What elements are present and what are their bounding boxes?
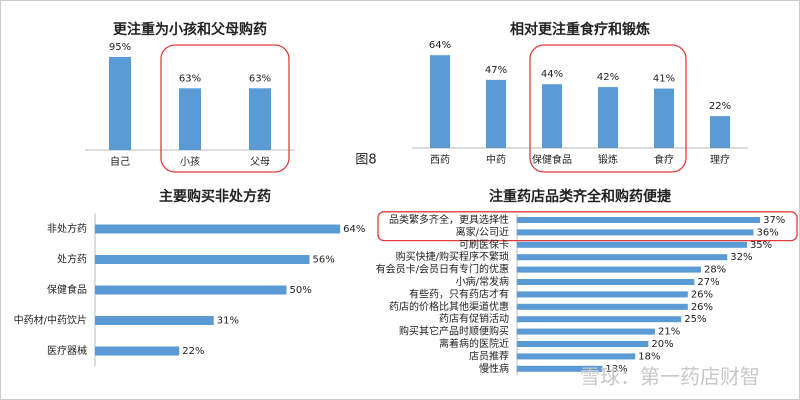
value-label: 63% (179, 73, 201, 84)
bar (179, 88, 201, 150)
value-label: 22% (709, 101, 731, 112)
value-label: 41% (653, 74, 675, 85)
bar (517, 254, 728, 261)
category-label: 药店有促销活动 (439, 312, 509, 325)
bar (517, 365, 603, 372)
bar (95, 316, 214, 325)
chart-title: 更注重为小孩和父母购药 (113, 21, 267, 38)
value-label: 32% (730, 252, 752, 263)
category-label: 购买其它产品时顺便购买 (399, 325, 509, 338)
value-label: 28% (704, 265, 726, 276)
watermark: 雪球：第一药店财智 (580, 365, 760, 389)
category-label: 品类繁多齐全，更具选择性 (389, 213, 509, 226)
value-label: 18% (638, 351, 660, 362)
category-label: 保健食品 (532, 153, 572, 166)
category-label: 店员推荐 (469, 349, 509, 362)
chart-title: 主要购买非处方药 (159, 188, 271, 205)
category-label: 自己 (110, 155, 130, 168)
value-label: 64% (429, 40, 451, 51)
bar (430, 55, 450, 149)
bar (95, 285, 287, 295)
bar (517, 328, 655, 335)
value-label: 22% (182, 346, 204, 357)
category-label: 小孩 (180, 155, 200, 168)
value-label: 42% (597, 72, 619, 83)
bar (598, 87, 618, 148)
value-label: 56% (312, 255, 334, 266)
highlight-box (377, 211, 798, 242)
category-label: 西药 (430, 154, 450, 166)
category-label: 购买快捷/购买程序不繁琐 (396, 250, 509, 263)
bar (517, 279, 695, 285)
bar (654, 88, 674, 148)
bar (710, 116, 730, 148)
value-label: 44% (541, 69, 563, 80)
bar (517, 316, 682, 323)
value-label: 31% (217, 316, 239, 327)
category-label: 中药 (486, 153, 506, 166)
category-label: 药店的价格比其他渠道优惠 (389, 300, 509, 313)
category-label: 离着病的医院近 (439, 337, 509, 350)
chart-title: 相对更注重食疗和锻炼 (510, 21, 650, 38)
bar (542, 84, 562, 148)
highlight-box (160, 44, 290, 173)
value-label: 95% (109, 42, 131, 53)
bar (109, 56, 131, 150)
bar (517, 266, 701, 273)
category-label: 有会员卡/会员日有专门的优惠 (376, 263, 509, 276)
value-label: 25% (684, 314, 706, 325)
category-label: 非处方药 (47, 222, 87, 235)
value-label: 27% (697, 277, 719, 288)
category-label: 可刷医保卡 (459, 238, 509, 251)
category-label: 离家/公司近 (456, 225, 509, 238)
bar (249, 88, 271, 150)
category-label: 食疗 (654, 153, 674, 166)
category-label: 保健食品 (47, 283, 87, 296)
category-label: 有些药，只有药店才有 (409, 287, 509, 300)
figure-label: 图8 (355, 153, 376, 168)
value-label: 35% (750, 240, 772, 251)
bar (95, 255, 310, 264)
bar (517, 229, 754, 236)
value-label: 13% (605, 364, 627, 375)
value-label: 26% (691, 289, 713, 300)
category-label: 锻炼 (598, 153, 618, 166)
category-label: 理疗 (710, 153, 730, 166)
value-label: 21% (658, 327, 680, 338)
value-label: 36% (757, 227, 779, 238)
category-label: 小病/常发病 (456, 275, 509, 288)
value-label: 20% (651, 339, 673, 350)
bar (95, 224, 341, 234)
bar (517, 217, 761, 223)
value-label: 63% (249, 73, 271, 84)
bar (95, 346, 180, 356)
bar (517, 353, 636, 360)
category-label: 父母 (250, 156, 270, 168)
value-label: 50% (290, 285, 312, 296)
bar (486, 79, 506, 148)
value-label: 26% (691, 302, 713, 313)
value-label: 37% (763, 215, 785, 226)
category-label: 慢性病 (479, 362, 509, 375)
category-label: 中药材/中药饮片 (14, 314, 87, 327)
highlight-box (529, 44, 687, 173)
chart-title: 注重药店品类齐全和购药便捷 (489, 188, 672, 205)
category-label: 处方药 (57, 253, 87, 266)
bar (517, 341, 649, 347)
bar (517, 241, 747, 248)
category-label: 医疗器械 (47, 344, 87, 357)
value-label: 47% (485, 65, 507, 76)
bar (517, 291, 688, 298)
value-label: 64% (343, 224, 365, 235)
bar (517, 303, 688, 310)
